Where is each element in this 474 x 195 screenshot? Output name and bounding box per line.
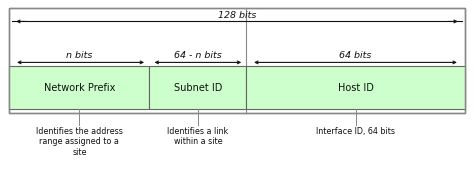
Text: 64 - n bits: 64 - n bits — [174, 51, 222, 60]
Bar — [246, 66, 465, 109]
Text: Network Prefix: Network Prefix — [44, 83, 115, 93]
Text: 128 bits: 128 bits — [218, 11, 256, 20]
Text: 64 bits: 64 bits — [339, 51, 372, 60]
Text: Identifies a link
within a site: Identifies a link within a site — [167, 127, 228, 146]
Bar — [9, 8, 465, 113]
Text: Interface ID, 64 bits: Interface ID, 64 bits — [316, 127, 395, 136]
Text: Identifies the address
range assigned to a
site: Identifies the address range assigned to… — [36, 127, 123, 157]
Text: Host ID: Host ID — [337, 83, 374, 93]
Text: Subnet ID: Subnet ID — [173, 83, 222, 93]
Text: n bits: n bits — [66, 51, 92, 60]
Bar — [9, 66, 149, 109]
Bar — [9, 8, 465, 113]
Bar — [149, 66, 246, 109]
